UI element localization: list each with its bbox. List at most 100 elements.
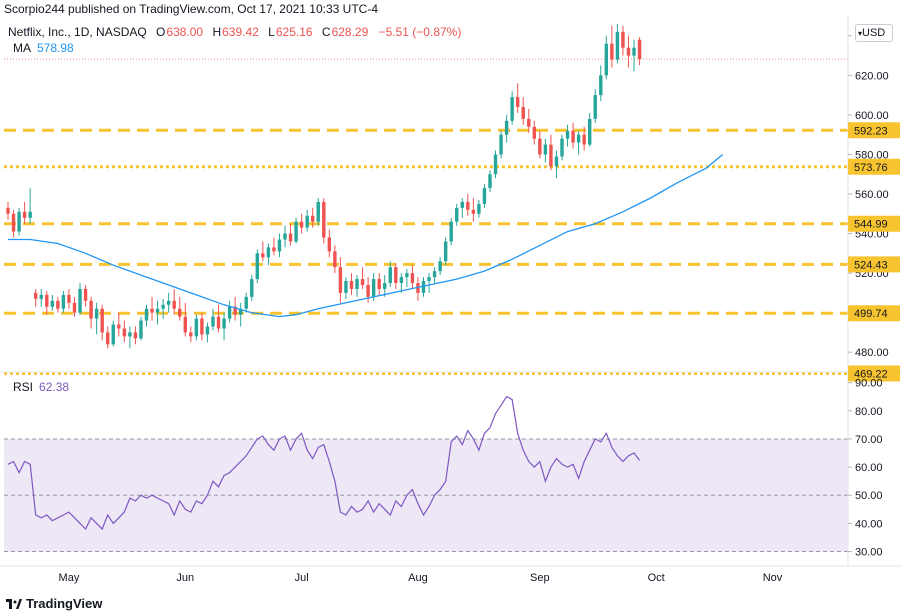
candle-body	[222, 318, 226, 329]
price-level-label: 499.74	[854, 308, 888, 320]
candle-body	[599, 75, 603, 96]
candle-body	[482, 188, 487, 204]
candle-body	[56, 300, 60, 309]
high-value: 639.42	[222, 25, 259, 39]
candle-body	[6, 207, 10, 214]
candle-body	[139, 320, 143, 339]
candle-body	[427, 277, 431, 282]
ma-value: 578.98	[37, 41, 74, 55]
candle-body	[34, 292, 38, 299]
rsi-line	[7, 395, 641, 531]
candle-body	[205, 326, 210, 335]
tradingview-logo-icon	[6, 599, 22, 609]
candle-body	[178, 308, 182, 317]
candle-body	[189, 332, 193, 337]
candle-body	[366, 284, 370, 297]
footer-brand: TradingView	[26, 596, 103, 611]
candle-body	[322, 201, 326, 238]
candle-body	[261, 253, 265, 258]
time-axis-label: May	[59, 572, 80, 584]
candle-body	[626, 47, 631, 56]
price-tick-label: 620.00	[855, 70, 889, 82]
time-axis-label: Sep	[530, 572, 550, 584]
price-level-label: 592.23	[854, 125, 888, 137]
candle-body	[543, 144, 548, 155]
tradingview-logo[interactable]: TradingView	[6, 596, 102, 611]
publisher-line: Scorpio244 published on TradingView.com,…	[4, 2, 379, 16]
candle-body	[610, 43, 614, 60]
low-value: 625.16	[275, 25, 313, 39]
candle-body	[615, 31, 620, 60]
price-level-badge	[848, 158, 900, 175]
candle-body	[39, 294, 43, 299]
candle-body	[78, 288, 82, 313]
candle-body	[355, 279, 359, 289]
candle-body	[111, 324, 115, 345]
candle-body	[89, 300, 93, 319]
candle-body	[471, 209, 476, 214]
candle-body	[183, 316, 187, 333]
time-axis-label: Oct	[648, 572, 665, 584]
low-label: L	[268, 25, 275, 39]
candle-body	[238, 308, 243, 315]
candle-body	[588, 118, 592, 145]
candle-body	[604, 43, 609, 76]
candle-body	[399, 277, 404, 284]
candle-body	[554, 156, 559, 167]
candle-body	[255, 253, 259, 280]
candle-body	[333, 251, 337, 268]
candle-body	[338, 267, 343, 293]
candle-body	[504, 120, 509, 135]
ma-legend[interactable]: MA 578.98	[13, 41, 74, 55]
candle-body	[244, 296, 248, 309]
rsi-legend[interactable]: RSI 62.38	[13, 380, 69, 394]
candle-body	[22, 211, 27, 218]
open-value: 638.00	[166, 25, 204, 39]
symbol-title: Netflix, Inc., 1D, NASDAQ	[8, 25, 147, 39]
candle-body	[294, 221, 298, 242]
candle-body	[499, 134, 503, 155]
moving-average-series	[8, 153, 724, 318]
candle-body	[637, 39, 642, 59]
price-level-label: 524.43	[854, 259, 888, 271]
chart-axes: 480.00500.00520.00540.00560.00580.00600.…	[0, 14, 902, 584]
rsi-value: 62.38	[39, 380, 70, 394]
candle-body	[311, 215, 315, 222]
candle-body	[405, 273, 409, 278]
candle-body	[28, 211, 32, 218]
candle-body	[515, 97, 520, 108]
rsi-pane	[4, 395, 848, 553]
currency-label: USD	[862, 27, 886, 39]
price-level-label: 469.22	[854, 369, 888, 381]
candle-body	[565, 130, 570, 139]
ma-label: MA	[13, 41, 31, 55]
candle-body	[83, 288, 88, 301]
currency-selector[interactable]: ▾USD	[855, 24, 893, 42]
candle-body	[299, 221, 304, 228]
candle-body	[172, 300, 176, 309]
candle-body	[521, 107, 525, 119]
candle-body	[327, 237, 332, 252]
candle-body	[50, 300, 55, 307]
rsi-tick-label: 80.00	[855, 406, 883, 418]
open-label: O	[156, 25, 166, 39]
candle-body	[67, 294, 71, 303]
price-level-label: 544.99	[854, 219, 888, 231]
high-label: H	[212, 25, 222, 39]
candle-body	[576, 134, 581, 143]
rsi-tick-label: 50.00	[855, 490, 883, 502]
candle-body	[377, 279, 381, 289]
candle-body	[582, 134, 586, 145]
candle-body	[233, 306, 237, 315]
close-label: C	[321, 25, 331, 39]
candle-body	[510, 97, 514, 121]
candle-body	[316, 201, 320, 222]
candle-body	[394, 267, 398, 284]
ma-line	[8, 153, 724, 318]
candle-body	[455, 207, 459, 222]
rsi-tick-label: 90.00	[855, 378, 883, 390]
candle-body	[532, 126, 536, 139]
candle-body	[45, 294, 49, 307]
chevron-down-icon: ▾	[858, 29, 863, 38]
